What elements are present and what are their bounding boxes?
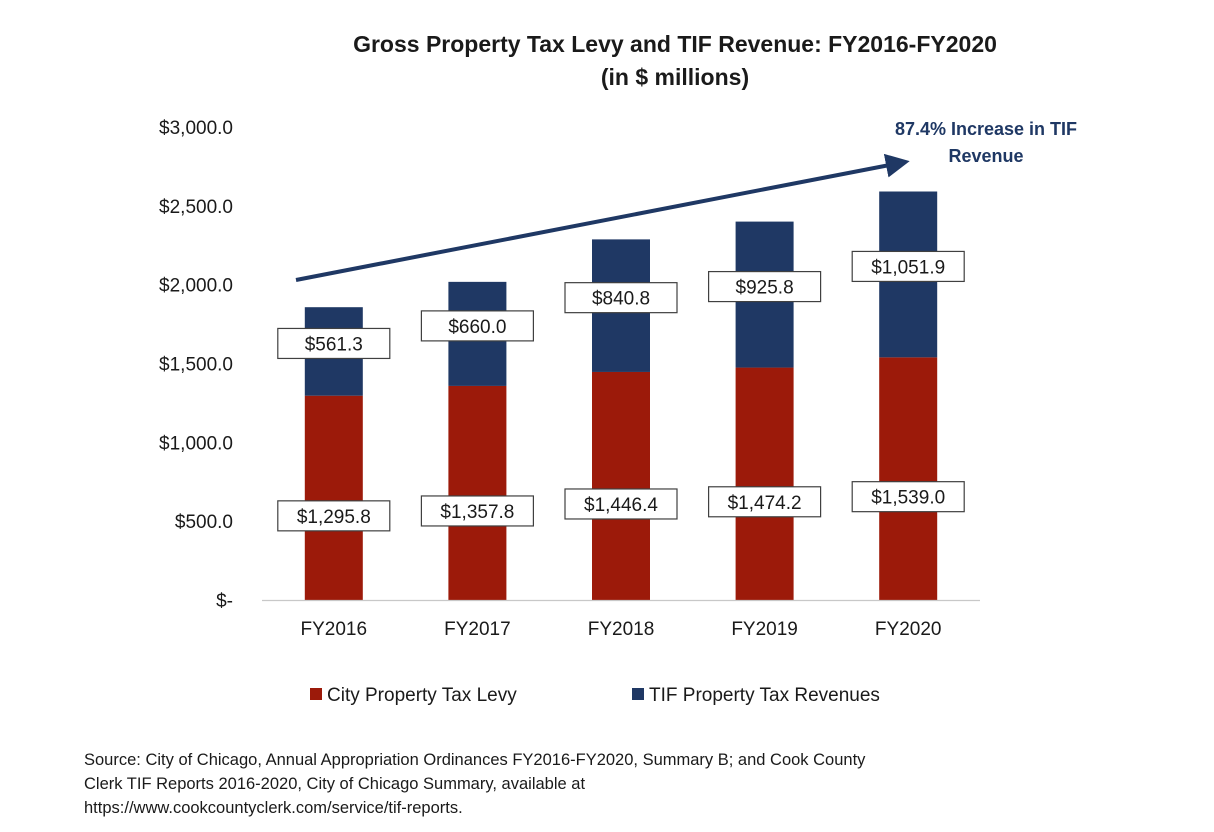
x-tick-label: FY2016 [301, 619, 368, 640]
x-tick-label: FY2019 [731, 619, 798, 640]
chart-title-line: Gross Property Tax Levy and TIF Revenue:… [353, 31, 997, 57]
legend-swatch [310, 688, 322, 700]
data-label: $660.0 [448, 317, 506, 338]
y-tick-label: $3,000.0 [159, 118, 233, 139]
stacked-bar-chart: $- $500.0 $1,000.0 $1,500.0 $2,000.0 $2,500.0… [159, 118, 1077, 706]
levy-bar-fy2017 [448, 385, 507, 600]
data-label: $1,051.9 [871, 257, 945, 278]
data-label: $1,474.2 [728, 493, 802, 514]
data-label-box [851, 481, 965, 513]
chart-title: Gross Property Tax Levy and TIF Revenue:… [215, 28, 1135, 94]
data-label: $1,357.8 [440, 502, 514, 523]
source-note: Source: City of Chicago, Annual Appropri… [84, 748, 1124, 820]
data-label-box [420, 310, 534, 342]
source-url: https://www.cookcountyclerk.com/service/… [84, 799, 463, 817]
source-line: Clerk TIF Reports 2016-2020, City of Chi… [84, 775, 586, 793]
source-line: Source: City of Chicago, Annual Appropri… [84, 751, 866, 769]
data-label: $1,539.0 [871, 488, 945, 509]
annotation-text: 87.4% Increase in TIF [895, 119, 1077, 139]
levy-bar-fy2016 [304, 395, 363, 600]
data-label: $925.8 [736, 278, 794, 299]
data-label: $1,446.4 [584, 495, 658, 516]
y-tick-label: $2,500.0 [159, 197, 233, 218]
y-tick-label: $1,000.0 [159, 433, 233, 454]
data-label: $1,295.8 [297, 507, 371, 528]
chart-subtitle: (in $ millions) [600, 64, 750, 90]
legend-label: City Property Tax Levy [327, 685, 517, 706]
x-tick-label: FY2017 [444, 619, 511, 640]
x-tick-label: FY2020 [875, 619, 942, 640]
data-label-box [851, 250, 965, 283]
bars-group [304, 191, 938, 600]
data-label-box [277, 327, 391, 360]
data-label-box [564, 488, 678, 520]
data-label: $840.8 [592, 289, 650, 310]
legend: City Property Tax Levy TIF Property Tax R… [310, 685, 880, 706]
data-labels-group: $1,295.8 $1,357.8 $1,446.4 $1,474.2 $1,539.0… [277, 250, 965, 532]
annotation-text: Revenue [948, 146, 1023, 166]
y-tick-label: $- [216, 591, 233, 612]
x-tick-label: FY2018 [588, 619, 655, 640]
levy-bar-fy2018 [592, 371, 650, 600]
levy-bar-fy2019 [735, 367, 794, 600]
increase-arrow [295, 153, 910, 282]
data-label: $561.3 [305, 334, 363, 355]
y-tick-label: $2,000.0 [159, 276, 233, 297]
data-label-box [707, 486, 822, 518]
data-label-box [420, 495, 534, 527]
levy-bar-fy2020 [879, 357, 938, 600]
y-axis: $- $500.0 $1,000.0 $1,500.0 $2,000.0 $2,500.0… [159, 118, 233, 612]
x-axis: FY2016 FY2017 FY2018 FY2019 FY2020 [262, 599, 980, 640]
data-label-box [564, 282, 678, 314]
legend-label: TIF Property Tax Revenues [649, 685, 880, 706]
y-tick-label: $500.0 [175, 512, 233, 533]
legend-swatch [632, 688, 644, 700]
data-label-box [707, 270, 822, 303]
annotation-group: 87.4% Increase in TIF Revenue [295, 119, 1077, 282]
y-tick-label: $1,500.0 [159, 355, 233, 376]
data-label-box [277, 500, 391, 532]
